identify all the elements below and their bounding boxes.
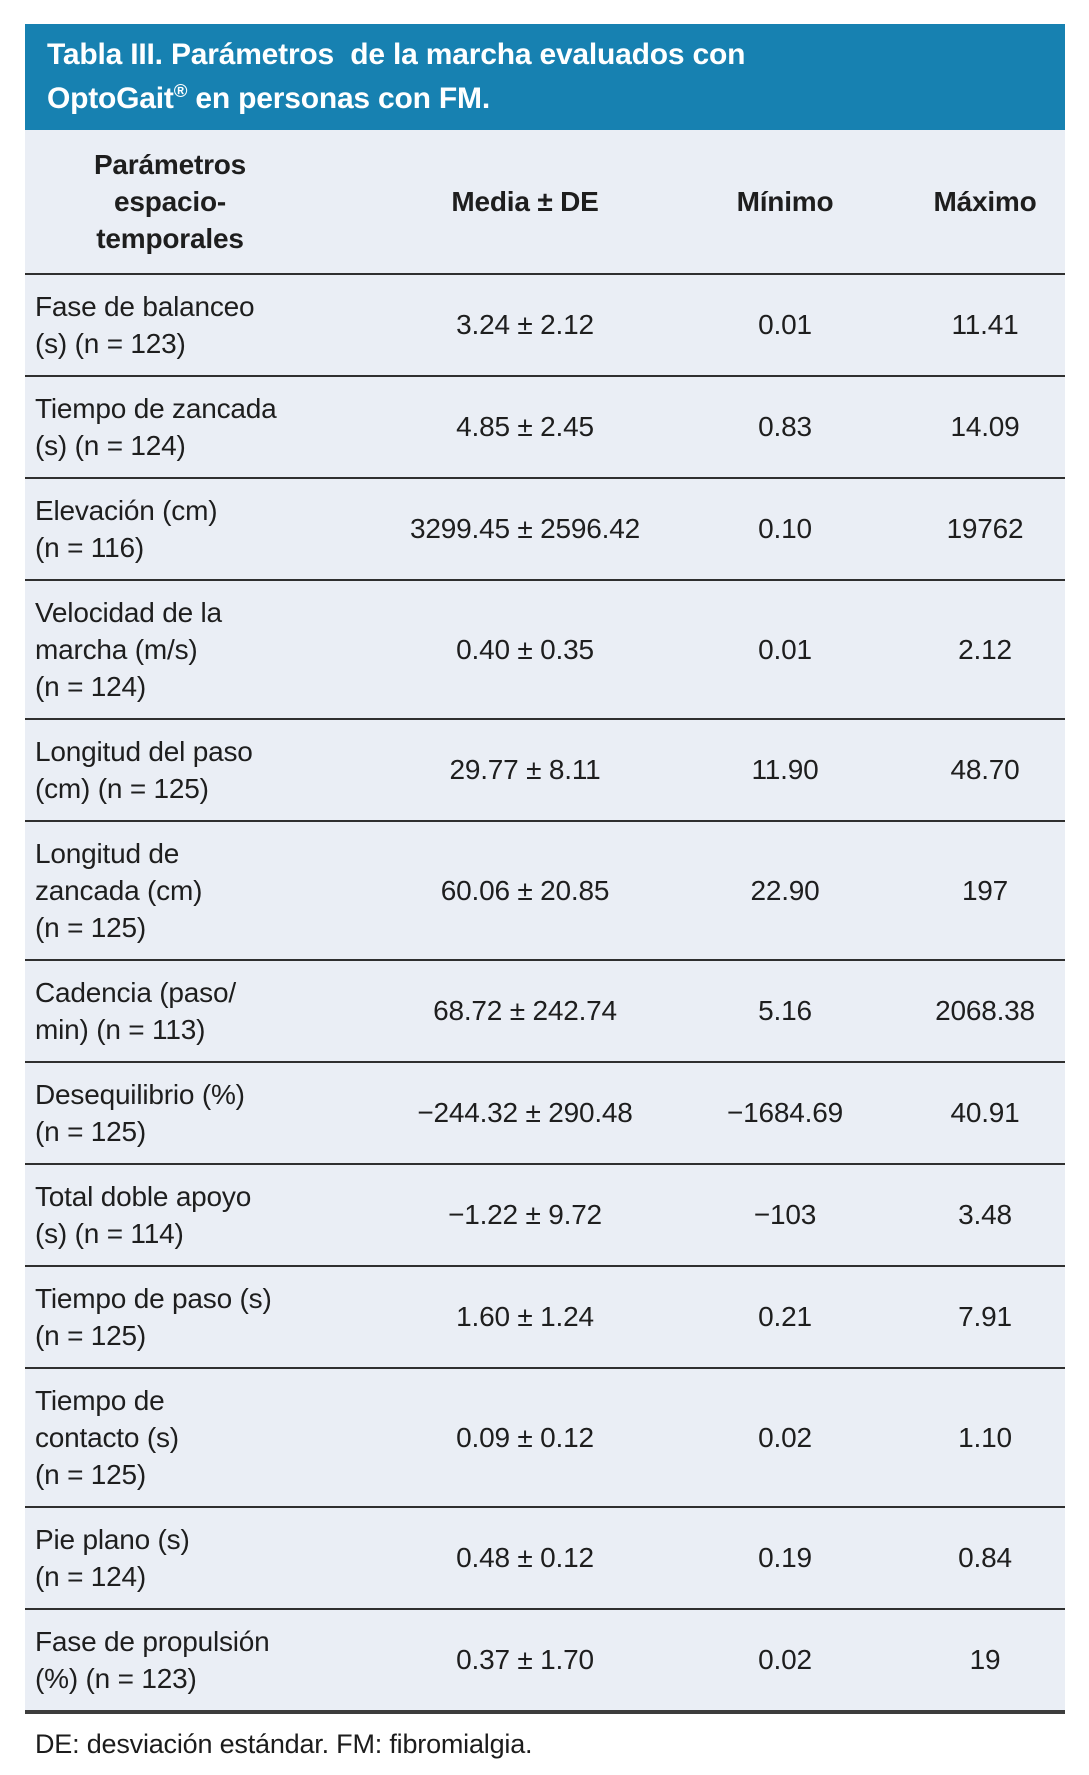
table-row: Longitud del paso (cm) (n = 125) 29.77 ±…	[25, 718, 1065, 821]
row-label: Tiempo de contacto (s) (n = 125)	[25, 1367, 385, 1507]
col-header-parameters: Parámetros espacio- temporales	[93, 149, 247, 254]
cell-maximo: 19	[905, 1608, 1065, 1714]
row-label: Longitud de zancada (cm) (n = 125)	[25, 820, 385, 960]
cell-media-de: 0.40 ± 0.35	[385, 579, 665, 719]
header-row: Parámetros espacio- temporales Media ± D…	[25, 130, 1065, 274]
row-label: Fase de balanceo (s) (n = 123)	[25, 273, 385, 376]
cell-maximo: 19762	[905, 477, 1065, 580]
table-card: Tabla III. Parámetros de la marcha evalu…	[25, 24, 1065, 1760]
cell-minimo: 0.01	[665, 273, 905, 376]
cell-minimo: 0.01	[665, 579, 905, 719]
parameters-table: Parámetros espacio- temporales Media ± D…	[25, 130, 1065, 1714]
cell-maximo: 2.12	[905, 579, 1065, 719]
col-header-media-de: Media ± DE	[451, 185, 599, 217]
table-row: Fase de balanceo (s) (n = 123) 3.24 ± 2.…	[25, 273, 1065, 376]
table-title-line2: OptoGait® en personas con FM.	[47, 77, 1043, 121]
table-row: Fase de propulsión (%) (n = 123) 0.37 ± …	[25, 1608, 1065, 1714]
table-footnote: DE: desviación estándar. FM: fibromialgi…	[35, 1729, 533, 1759]
cell-media-de: 0.37 ± 1.70	[385, 1608, 665, 1714]
row-label: Tiempo de zancada (s) (n = 124)	[25, 375, 385, 478]
table-row: Longitud de zancada (cm) (n = 125) 60.06…	[25, 820, 1065, 960]
cell-maximo: 197	[905, 820, 1065, 960]
cell-maximo: 40.91	[905, 1061, 1065, 1164]
row-label: Fase de propulsión (%) (n = 123)	[25, 1608, 385, 1714]
table-row: Tiempo de contacto (s) (n = 125) 0.09 ± …	[25, 1367, 1065, 1507]
row-label: Cadencia (paso/ min) (n = 113)	[25, 959, 385, 1062]
cell-minimo: 0.21	[665, 1265, 905, 1368]
cell-media-de: 29.77 ± 8.11	[385, 718, 665, 821]
cell-maximo: 48.70	[905, 718, 1065, 821]
col-header-minimo: Mínimo	[736, 185, 834, 217]
col-header-maximo: Máximo	[933, 185, 1037, 217]
row-label: Total doble apoyo (s) (n = 114)	[25, 1163, 385, 1266]
table-row: Velocidad de la marcha (m/s) (n = 124) 0…	[25, 579, 1065, 719]
cell-minimo: 0.10	[665, 477, 905, 580]
cell-minimo: 22.90	[665, 820, 905, 960]
cell-media-de: 1.60 ± 1.24	[385, 1265, 665, 1368]
cell-maximo: 1.10	[905, 1367, 1065, 1507]
cell-media-de: 3299.45 ± 2596.42	[385, 477, 665, 580]
cell-minimo: 11.90	[665, 718, 905, 821]
cell-media-de: 60.06 ± 20.85	[385, 820, 665, 960]
cell-minimo: 0.83	[665, 375, 905, 478]
row-label: Tiempo de paso (s) (n = 125)	[25, 1265, 385, 1368]
table-title-line1: Tabla III. Parámetros de la marcha evalu…	[47, 38, 746, 71]
cell-maximo: 0.84	[905, 1506, 1065, 1609]
cell-media-de: 68.72 ± 242.74	[385, 959, 665, 1062]
cell-minimo: −1684.69	[665, 1061, 905, 1164]
cell-minimo: 0.02	[665, 1367, 905, 1507]
cell-media-de: 3.24 ± 2.12	[385, 273, 665, 376]
cell-maximo: 11.41	[905, 273, 1065, 376]
table-title-line2-rest: en personas con FM.	[187, 82, 490, 115]
table-row: Tiempo de zancada (s) (n = 124) 4.85 ± 2…	[25, 375, 1065, 478]
table-row: Elevación (cm) (n = 116) 3299.45 ± 2596.…	[25, 477, 1065, 580]
row-label: Pie plano (s) (n = 124)	[25, 1506, 385, 1609]
cell-maximo: 14.09	[905, 375, 1065, 478]
cell-minimo: 0.19	[665, 1506, 905, 1609]
cell-media-de: −1.22 ± 9.72	[385, 1163, 665, 1266]
cell-maximo: 2068.38	[905, 959, 1065, 1062]
table-title-brand: OptoGait	[47, 82, 174, 115]
table-row: Pie plano (s) (n = 124) 0.48 ± 0.12 0.19…	[25, 1506, 1065, 1609]
table-body: Fase de balanceo (s) (n = 123) 3.24 ± 2.…	[25, 273, 1065, 1714]
cell-minimo: 5.16	[665, 959, 905, 1062]
cell-media-de: 0.09 ± 0.12	[385, 1367, 665, 1507]
table-title: Tabla III. Parámetros de la marcha evalu…	[25, 24, 1065, 130]
row-label: Desequilibrio (%) (n = 125)	[25, 1061, 385, 1164]
table-row: Total doble apoyo (s) (n = 114) −1.22 ± …	[25, 1163, 1065, 1266]
row-label: Longitud del paso (cm) (n = 125)	[25, 718, 385, 821]
table-row: Tiempo de paso (s) (n = 125) 1.60 ± 1.24…	[25, 1265, 1065, 1368]
table-header: Parámetros espacio- temporales Media ± D…	[25, 130, 1065, 274]
cell-media-de: 0.48 ± 0.12	[385, 1506, 665, 1609]
row-label: Velocidad de la marcha (m/s) (n = 124)	[25, 579, 385, 719]
cell-minimo: −103	[665, 1163, 905, 1266]
table-row: Desequilibrio (%) (n = 125) −244.32 ± 29…	[25, 1061, 1065, 1164]
registered-trademark-symbol: ®	[173, 80, 188, 101]
cell-minimo: 0.02	[665, 1608, 905, 1714]
cell-media-de: −244.32 ± 290.48	[385, 1061, 665, 1164]
table-row: Cadencia (paso/ min) (n = 113) 68.72 ± 2…	[25, 959, 1065, 1062]
cell-maximo: 7.91	[905, 1265, 1065, 1368]
cell-maximo: 3.48	[905, 1163, 1065, 1266]
row-label: Elevación (cm) (n = 116)	[25, 477, 385, 580]
cell-media-de: 4.85 ± 2.45	[385, 375, 665, 478]
